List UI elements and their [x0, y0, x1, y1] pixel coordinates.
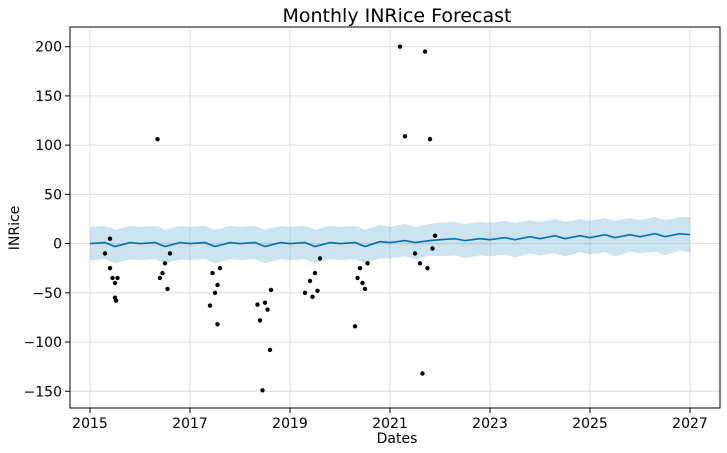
forecast-line-layer [89, 232, 691, 248]
actual-point [315, 288, 320, 293]
x-axis-label: Dates [377, 431, 418, 447]
actual-point [397, 44, 403, 49]
actual-points-layer [102, 44, 438, 393]
actual-point [317, 256, 323, 261]
y-tick-label: 100 [35, 138, 62, 154]
uncertainty-band-layer [90, 217, 690, 264]
actual-point [425, 266, 430, 271]
y-tick-label: −150 [24, 384, 62, 400]
actual-point [162, 261, 168, 266]
actual-point [113, 298, 119, 303]
actual-point [167, 251, 173, 256]
actual-point [352, 324, 358, 329]
grid-layer [70, 27, 720, 408]
actual-point [412, 251, 418, 256]
x-tick-label: 2019 [272, 416, 308, 432]
actual-point [165, 286, 170, 292]
actual-point [307, 278, 313, 284]
actual-point [212, 290, 218, 295]
actual-point [268, 287, 274, 293]
actual-point [420, 371, 425, 376]
actual-point [110, 275, 115, 281]
actual-point [430, 246, 435, 251]
actual-point [357, 266, 363, 271]
actual-point [402, 134, 408, 139]
actual-point [215, 322, 220, 327]
actual-point [215, 282, 220, 288]
actual-point [427, 137, 433, 142]
uncertainty-band [90, 217, 690, 264]
x-tick-label: 2021 [372, 416, 408, 432]
x-tick-label: 2023 [472, 416, 508, 432]
actual-point [267, 347, 273, 353]
actual-point [115, 275, 120, 281]
y-tick-label: 0 [53, 237, 62, 253]
actual-point [255, 302, 260, 307]
actual-point [107, 266, 113, 271]
actual-point [262, 300, 268, 305]
actual-point [157, 275, 163, 281]
y-tick-label: −50 [32, 286, 62, 302]
x-tick-label: 2025 [572, 416, 608, 432]
actual-point [160, 270, 165, 276]
actual-point [355, 275, 360, 281]
actual-point [217, 266, 223, 271]
chart-title: Monthly INRice Forecast [283, 5, 512, 27]
actual-point [302, 290, 308, 295]
actual-point [312, 270, 318, 276]
axes-layer: 2015 2017 2019 2021 2023 2025 2027 −150 −100 −50 0… [24, 26, 721, 432]
actual-point [362, 286, 368, 292]
x-tick-label: 2027 [672, 416, 708, 432]
actual-point [260, 388, 265, 393]
y-tick-label: −100 [24, 335, 62, 351]
y-axis-label: INRice [7, 206, 23, 251]
x-tick-label: 2015 [72, 416, 108, 432]
y-tick-label: 200 [35, 40, 62, 56]
actual-point [432, 233, 438, 238]
actual-point [422, 49, 428, 54]
actual-point [417, 261, 423, 266]
y-tick-label: 150 [35, 89, 62, 105]
actual-point [112, 280, 118, 286]
forecast-line [89, 232, 691, 248]
actual-point [155, 137, 160, 142]
actual-point [265, 307, 270, 312]
actual-point [102, 251, 108, 256]
actual-point [210, 270, 215, 276]
y-tick-label: 50 [44, 187, 62, 203]
x-tick-label: 2017 [172, 416, 208, 432]
actual-point [360, 280, 365, 286]
actual-point [365, 261, 370, 266]
actual-point [207, 303, 213, 308]
actual-point [257, 318, 263, 323]
actual-point [310, 294, 315, 299]
plot-frame [69, 26, 721, 409]
actual-point [107, 236, 113, 241]
